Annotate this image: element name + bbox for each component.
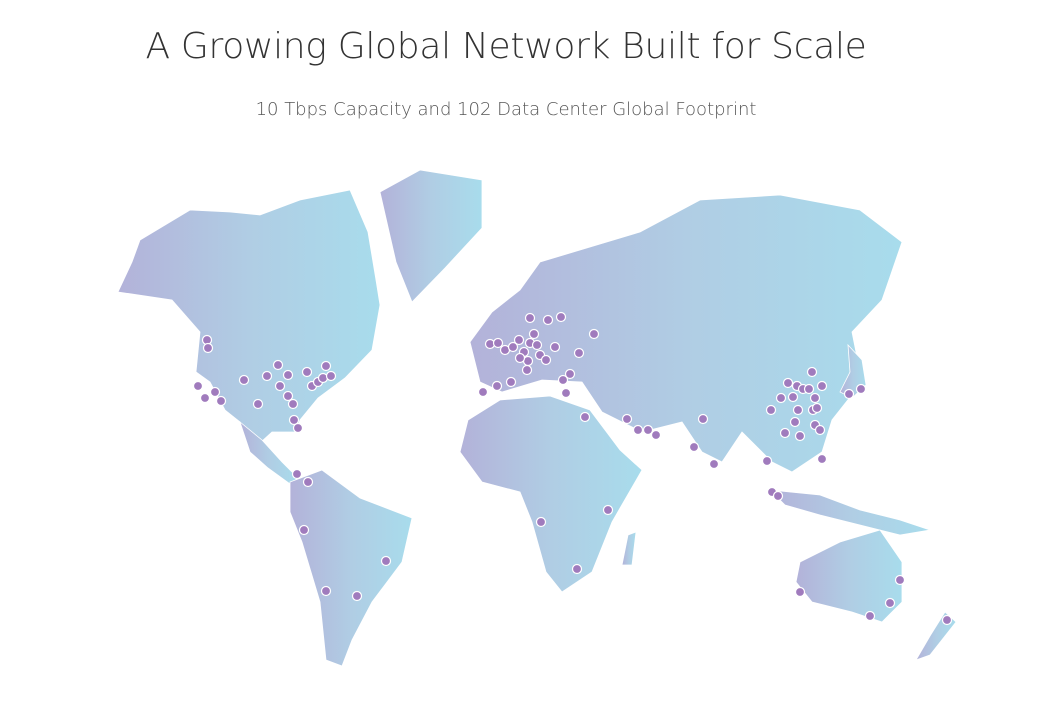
data-center-dot	[491, 380, 503, 392]
data-center-dot	[351, 590, 363, 602]
data-center-dot	[632, 424, 644, 436]
title: A Growing Global Network Built for Scale	[145, 26, 867, 67]
data-center-dot	[238, 374, 250, 386]
data-center-dot	[320, 585, 332, 597]
data-center-dot	[602, 504, 614, 516]
data-center-dot	[325, 370, 337, 382]
data-center-dot	[765, 404, 777, 416]
data-center-dot	[521, 364, 533, 376]
data-center-dot	[761, 455, 773, 467]
data-center-dot	[588, 328, 600, 340]
data-center-dot	[794, 430, 806, 442]
subtitle: 10 Tbps Capacity and 102 Data Center Glo…	[255, 99, 757, 120]
data-center-dot	[282, 390, 294, 402]
data-center-dot	[816, 380, 828, 392]
data-center-dot	[792, 404, 804, 416]
data-center-dot	[789, 416, 801, 428]
data-center-dot	[571, 563, 583, 575]
data-center-dot	[505, 376, 517, 388]
africa	[459, 395, 643, 593]
data-center-dot	[261, 370, 273, 382]
data-center-dot	[513, 334, 525, 346]
data-center-dot	[380, 555, 392, 567]
data-center-dot	[809, 392, 821, 404]
north-america	[117, 189, 381, 453]
data-center-dot	[864, 610, 876, 622]
data-center-dot	[688, 441, 700, 453]
data-center-dot	[209, 386, 221, 398]
data-center-dot	[492, 337, 504, 349]
data-center-dot	[531, 339, 543, 351]
data-center-dot	[779, 427, 791, 439]
data-center-dot	[524, 312, 536, 324]
data-center-dot	[579, 411, 591, 423]
data-center-dot	[540, 354, 552, 366]
data-center-dot	[292, 422, 304, 434]
eurasia	[469, 194, 903, 473]
southeast-asia	[768, 489, 931, 536]
data-center-dot	[199, 392, 211, 404]
data-center-dot	[282, 369, 294, 381]
data-center-dot	[772, 490, 784, 502]
data-center-dot	[894, 574, 906, 586]
data-center-dot	[301, 366, 313, 378]
data-center-dot	[884, 597, 896, 609]
data-center-dot	[298, 524, 310, 536]
data-center-dot	[535, 516, 547, 528]
data-center-dot	[192, 380, 204, 392]
data-center-dot	[555, 311, 567, 323]
data-center-dot	[814, 424, 826, 436]
data-center-dot	[560, 387, 572, 399]
data-center-dot	[564, 368, 576, 380]
data-center-dot	[775, 392, 787, 404]
data-center-dot	[573, 347, 585, 359]
data-center-dot	[816, 453, 828, 465]
south-america	[289, 469, 413, 667]
data-center-dot	[202, 342, 214, 354]
data-center-dot	[549, 341, 561, 353]
data-center-dot	[477, 386, 489, 398]
data-center-dot	[528, 328, 540, 340]
data-centers	[192, 311, 953, 626]
madagascar	[621, 531, 637, 566]
data-center-dot	[794, 586, 806, 598]
data-center-dot	[288, 414, 300, 426]
data-center-dot	[843, 388, 855, 400]
data-center-dot	[272, 359, 284, 371]
continents	[117, 169, 957, 667]
data-center-dot	[557, 374, 569, 386]
greenland	[379, 169, 483, 303]
data-center-dot	[855, 383, 867, 395]
data-center-dot	[650, 429, 662, 441]
data-center-dot	[941, 614, 953, 626]
data-center-dot	[514, 352, 526, 364]
data-center-dot	[803, 383, 815, 395]
data-center-dot	[708, 458, 720, 470]
data-center-dot	[287, 398, 299, 410]
data-center-dot	[291, 468, 303, 480]
data-center-dot	[507, 341, 519, 353]
data-center-dot	[302, 476, 314, 488]
data-center-dot	[621, 413, 633, 425]
data-center-dot	[274, 380, 286, 392]
data-center-dot	[215, 395, 227, 407]
australia	[795, 529, 903, 623]
data-center-dot	[787, 391, 799, 403]
data-center-dot	[806, 366, 818, 378]
data-center-dot	[642, 424, 654, 436]
data-center-dot	[782, 377, 794, 389]
data-center-dot	[252, 398, 264, 410]
data-center-dot	[697, 413, 709, 425]
data-center-dot	[811, 402, 823, 414]
data-center-dot	[320, 360, 332, 372]
data-center-dot	[542, 314, 554, 326]
